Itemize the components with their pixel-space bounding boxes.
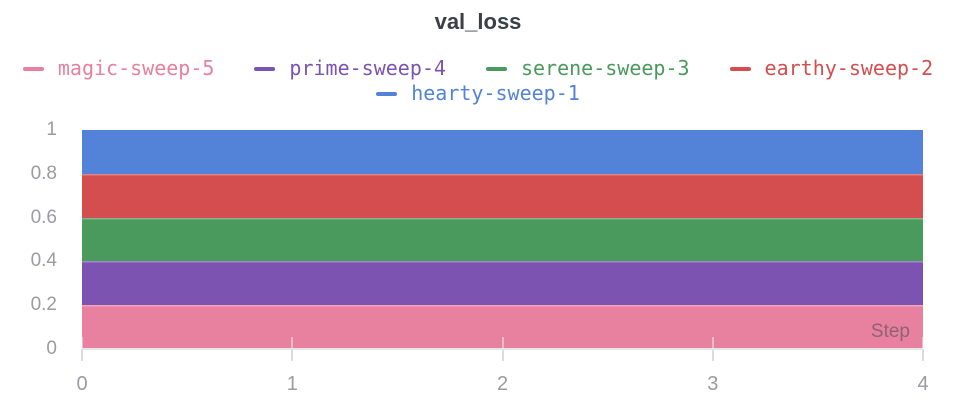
x-tick-label-4: 4: [917, 373, 929, 395]
legend-label: prime-sweep-4: [289, 56, 446, 80]
x-tick-label-3: 3: [707, 373, 719, 395]
legend-label: hearty-sweep-1: [411, 81, 580, 105]
y-tick-label-0.6: 0.6: [30, 206, 57, 228]
legend-row: magic-sweep-5 prime-sweep-4 serene-sweep-3…: [22, 56, 934, 81]
y-tick-label-0.8: 0.8: [30, 162, 57, 184]
x-tick-label-0: 0: [76, 373, 88, 395]
series-area-serene-sweep-3[interactable]: [82, 217, 923, 262]
y-tick-label-0.2: 0.2: [30, 294, 57, 316]
y-tick-label-1: 1: [46, 119, 57, 140]
legend-row: hearty-sweep-1: [376, 81, 580, 106]
series-area-prime-sweep-4[interactable]: [82, 261, 923, 306]
legend-line-swatch: [376, 91, 398, 96]
legend-label: magic-sweep-5: [57, 56, 215, 80]
x-tick-mark: [922, 337, 924, 361]
legend-item-earthy-sweep-2[interactable]: earthy-sweep-2: [729, 56, 934, 81]
legend-label: earthy-sweep-2: [764, 56, 934, 80]
series-area-earthy-sweep-2[interactable]: [82, 173, 923, 218]
legend-item-prime-sweep-4[interactable]: prime-sweep-4: [254, 56, 446, 81]
x-axis-title: Step: [870, 321, 910, 342]
legend-label: serene-sweep-3: [520, 56, 690, 80]
y-tick-label-0.4: 0.4: [30, 250, 57, 272]
plot-area[interactable]: Step: [81, 130, 924, 361]
x-axis-line: [82, 348, 923, 350]
legend-line-swatch: [485, 66, 507, 71]
legend-item-serene-sweep-3[interactable]: serene-sweep-3: [485, 56, 690, 81]
legend-line-swatch: [729, 66, 751, 71]
legend-item-magic-sweep-5[interactable]: magic-sweep-5: [22, 56, 215, 81]
y-tick-label-0: 0: [46, 338, 57, 359]
series-bands: [82, 130, 923, 349]
legend-line-swatch: [254, 66, 276, 71]
legend-item-hearty-sweep-1[interactable]: hearty-sweep-1: [376, 81, 580, 106]
legend: magic-sweep-5 prime-sweep-4 serene-sweep-3…: [0, 56, 956, 106]
x-tick-label-1: 1: [286, 373, 298, 395]
x-tick-label-2: 2: [496, 373, 509, 395]
legend-line-swatch: [22, 66, 44, 71]
series-area-hearty-sweep-1[interactable]: [82, 130, 923, 174]
chart-title: val_loss: [434, 9, 522, 34]
